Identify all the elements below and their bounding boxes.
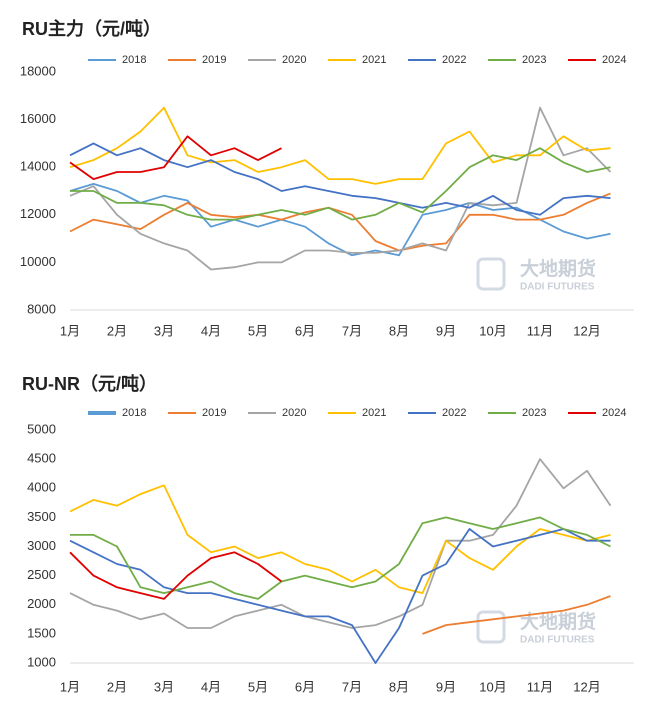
x-tick-label: 2月	[107, 323, 127, 338]
x-tick-label: 9月	[436, 323, 456, 338]
y-tick-label: 12000	[20, 206, 56, 221]
legend-label: 2022	[442, 54, 466, 66]
y-tick-label: 1500	[27, 625, 56, 640]
series-line	[69, 484, 611, 594]
series-line	[69, 106, 612, 271]
x-tick-label: 12月	[573, 679, 600, 694]
legend-label: 2024	[602, 407, 626, 419]
x-tick-label: 7月	[342, 323, 362, 338]
x-tick-label: 4月	[201, 679, 221, 694]
legend-label: 2019	[202, 407, 226, 419]
series-line	[70, 147, 611, 221]
legend-label: 2024	[602, 54, 626, 66]
x-tick-label: 8月	[389, 679, 409, 694]
x-tick-label: 1月	[60, 679, 80, 694]
x-tick-label: 10月	[479, 323, 506, 338]
x-tick-label: 5月	[248, 679, 268, 694]
x-tick-label: 5月	[248, 323, 268, 338]
series-line	[69, 135, 282, 180]
legend-label: 2020	[282, 407, 306, 419]
y-tick-label: 4500	[27, 451, 56, 466]
series-line	[69, 551, 283, 600]
legend-label: 2018	[122, 54, 146, 66]
x-tick-label: 3月	[154, 679, 174, 694]
y-tick-label: 10000	[20, 254, 56, 269]
x-tick-label: 10月	[479, 679, 506, 694]
x-tick-label: 2月	[107, 679, 127, 694]
x-tick-label: 6月	[295, 679, 315, 694]
x-tick-label: 3月	[154, 323, 174, 338]
series-line	[422, 595, 611, 635]
y-tick-label: 2000	[27, 596, 56, 611]
chart-title: RU-NR（元/吨）	[22, 373, 157, 394]
legend-label: 2021	[362, 407, 386, 419]
series-line	[69, 106, 611, 185]
watermark-logo	[476, 257, 506, 291]
y-tick-label: 14000	[20, 159, 56, 174]
x-tick-label: 7月	[342, 679, 362, 694]
legend-label: 2023	[522, 407, 546, 419]
x-tick-label: 12月	[573, 323, 600, 338]
y-tick-label: 18000	[20, 63, 56, 78]
legend-label: 2022	[442, 407, 466, 419]
y-tick-label: 3000	[27, 538, 56, 553]
x-tick-label: 6月	[295, 323, 315, 338]
series-line	[70, 516, 611, 600]
series-line	[69, 192, 611, 252]
series-line	[69, 183, 611, 257]
x-tick-label: 11月	[527, 323, 554, 338]
y-tick-label: 2500	[27, 567, 56, 582]
x-tick-label: 11月	[527, 679, 554, 694]
series-line	[69, 142, 611, 216]
y-tick-label: 3500	[27, 509, 56, 524]
x-tick-label: 1月	[60, 323, 80, 338]
watermark: DADI FUTURES	[520, 635, 595, 646]
x-tick-label: 8月	[389, 323, 409, 338]
chart-title: RU主力（元/吨）	[22, 18, 161, 39]
watermark-logo	[476, 610, 506, 644]
legend-label: 2018	[122, 407, 146, 419]
x-tick-label: 9月	[436, 679, 456, 694]
y-tick-label: 8000	[27, 301, 56, 316]
x-tick-label: 4月	[201, 323, 221, 338]
y-tick-label: 5000	[27, 421, 56, 436]
series-line	[69, 528, 611, 664]
legend-label: 2021	[362, 54, 386, 66]
series-line	[69, 458, 612, 629]
y-tick-label: 4000	[27, 480, 56, 495]
y-tick-label: 1000	[27, 654, 56, 669]
legend-label: 2023	[522, 54, 546, 66]
watermark: 大地期货	[520, 610, 596, 633]
legend-label: 2020	[282, 54, 306, 66]
watermark: DADI FUTURES	[520, 282, 595, 293]
y-tick-label: 16000	[20, 111, 56, 126]
legend-label: 2019	[202, 54, 226, 66]
watermark: 大地期货	[520, 257, 596, 280]
